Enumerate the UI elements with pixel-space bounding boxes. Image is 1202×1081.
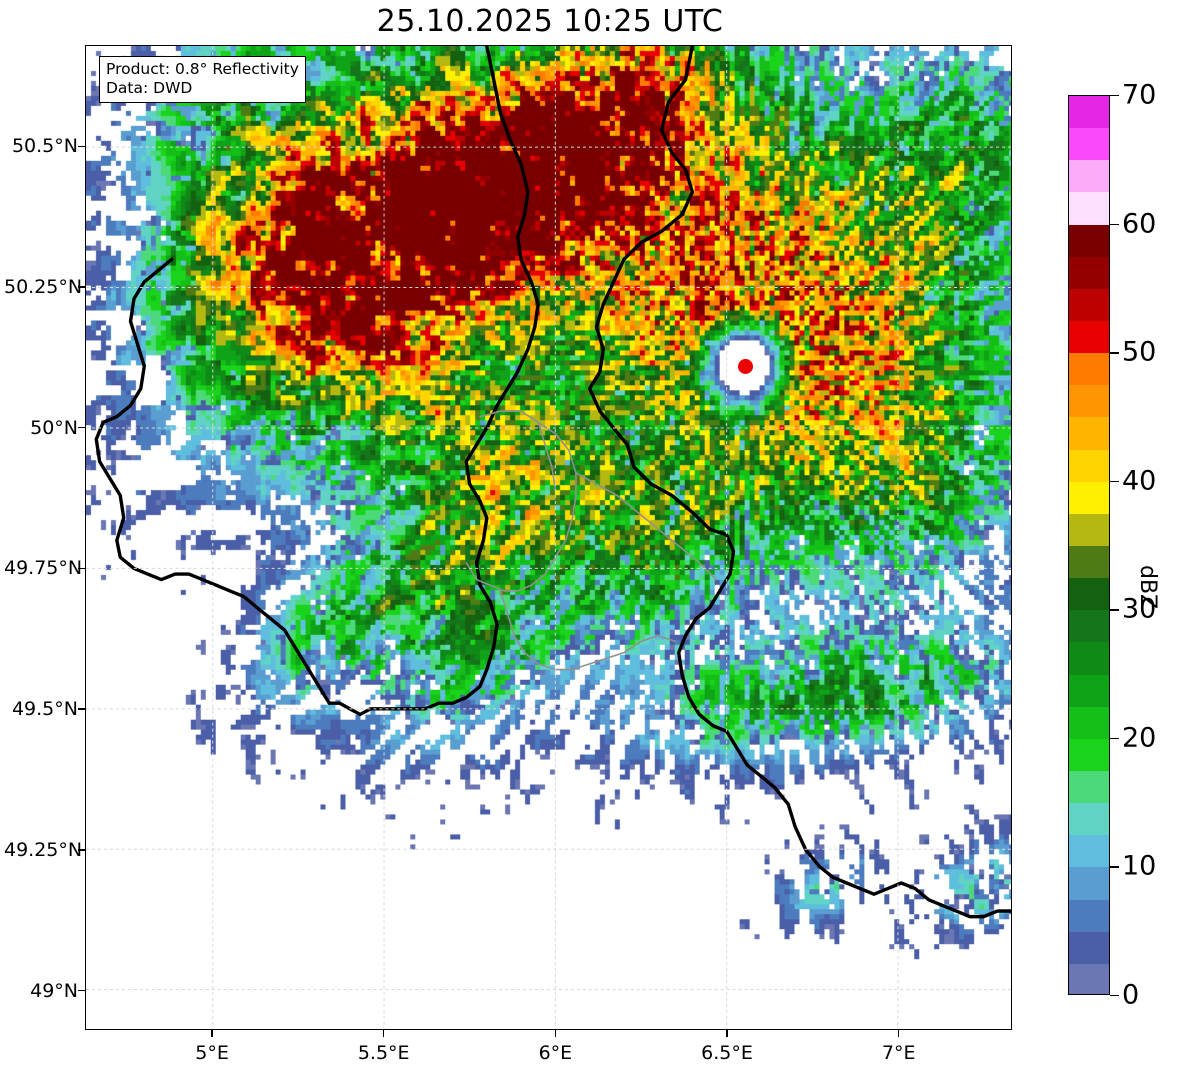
colorbar-tick [1110, 995, 1119, 997]
y-axis-tick-label: 49.5°N [11, 698, 78, 721]
x-axis-tick-label: 5.5°E [357, 1042, 410, 1064]
colorbar-band [1069, 642, 1109, 675]
x-axis-tick-label: 7°E [881, 1042, 916, 1064]
colorbar-band [1069, 706, 1109, 739]
colorbar-band [1069, 353, 1109, 386]
y-axis-tick [78, 145, 85, 147]
colorbar-tick [1110, 609, 1119, 611]
colorbar-band [1069, 545, 1109, 579]
colorbar-tick-label: 10 [1122, 850, 1157, 882]
data-source-line: Data: DWD [106, 78, 193, 97]
y-axis-tick [78, 567, 85, 570]
x-axis-tick-label: 6.5°E [701, 1042, 753, 1064]
colorbar-band [1069, 835, 1109, 868]
colorbar-band [1069, 738, 1109, 771]
y-axis-tick-label: 49.75°N [4, 557, 83, 580]
product-line: Product: 0.8° Reflectivity [106, 60, 299, 78]
colorbar-band [1069, 674, 1109, 707]
colorbar-tick-label: 60 [1122, 208, 1157, 240]
colorbar-tick [1110, 352, 1119, 354]
colorbar-band [1069, 770, 1109, 804]
colorbar-band [1069, 128, 1109, 161]
colorbar-tick [1110, 223, 1119, 225]
colorbar-band [1069, 481, 1109, 514]
colorbar-tick-label: 0 [1122, 979, 1140, 1011]
colorbar-tick [1110, 866, 1119, 868]
y-axis-tick-label: 49.25°N [4, 838, 83, 861]
product-info-box: Product: 0.8° Reflectivity Data: DWD [99, 56, 306, 103]
gridlines-layer [86, 46, 1011, 1029]
colorbar-band [1069, 899, 1109, 932]
colorbar-band [1069, 385, 1109, 418]
y-axis-tick [78, 989, 85, 992]
colorbar-band [1069, 224, 1109, 257]
colorbar-band [1069, 963, 1109, 994]
x-axis-tick [554, 1030, 557, 1037]
y-axis-tick [78, 427, 85, 429]
colorbar-tick-label: 30 [1122, 593, 1157, 625]
y-axis-tick-label: 49°N [30, 979, 78, 1002]
colorbar-band [1069, 578, 1109, 611]
colorbar-band [1069, 256, 1109, 289]
y-axis-tick [78, 708, 85, 710]
geographic-borders-layer [94, 46, 1011, 919]
colorbar-band [1069, 449, 1109, 482]
page-title: 25.10.2025 10:25 UTC [376, 4, 724, 39]
colorbar-band [1069, 513, 1109, 546]
y-axis-tick-label: 50.5°N [11, 135, 78, 158]
x-axis-tick-label: 5°E [195, 1042, 229, 1064]
y-axis-tick [78, 286, 85, 288]
colorbar-band [1069, 931, 1109, 964]
colorbar-band [1069, 803, 1109, 836]
colorbar-tick-label: 20 [1122, 722, 1157, 754]
colorbar-tick [1110, 737, 1119, 740]
y-axis-tick [78, 849, 85, 851]
colorbar-band [1069, 160, 1109, 193]
colorbar-tick-label: 40 [1122, 465, 1157, 497]
colorbar-tick-label: 50 [1122, 336, 1157, 368]
colorbar-band [1069, 288, 1109, 321]
x-axis-tick-label: 6°E [538, 1042, 573, 1064]
colorbar-tick [1110, 95, 1119, 97]
colorbar-tick [1110, 480, 1119, 483]
y-axis-tick-label: 50°N [30, 416, 78, 439]
radar-station-marker[interactable] [737, 359, 753, 375]
colorbar-band [1069, 320, 1109, 354]
colorbar-unit-label: dBZ [1135, 565, 1160, 610]
x-axis-tick [383, 1030, 385, 1037]
colorbar-band [1069, 417, 1109, 450]
radar-reflectivity-layer [86, 46, 1011, 1029]
colorbar-band [1069, 192, 1109, 225]
x-axis-tick [898, 1030, 900, 1037]
colorbar [1068, 95, 1110, 995]
x-axis-tick [211, 1030, 213, 1037]
y-axis-tick-label: 50.25°N [4, 276, 83, 299]
colorbar-tick-label: 70 [1122, 79, 1157, 111]
radar-map-plot[interactable]: Product: 0.8° Reflectivity Data: DWD [85, 45, 1012, 1030]
x-axis-tick [726, 1030, 728, 1037]
colorbar-band [1069, 96, 1109, 129]
colorbar-band [1069, 867, 1109, 900]
colorbar-band [1069, 610, 1109, 643]
